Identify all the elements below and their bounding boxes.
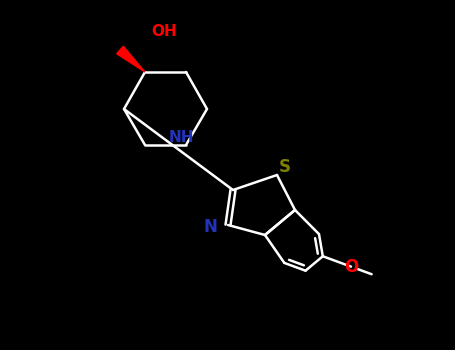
Polygon shape — [116, 46, 145, 72]
Text: OH: OH — [151, 23, 177, 38]
Text: NH: NH — [168, 130, 194, 145]
Text: S: S — [279, 158, 291, 176]
Text: N: N — [203, 218, 217, 236]
Text: O: O — [344, 258, 358, 275]
